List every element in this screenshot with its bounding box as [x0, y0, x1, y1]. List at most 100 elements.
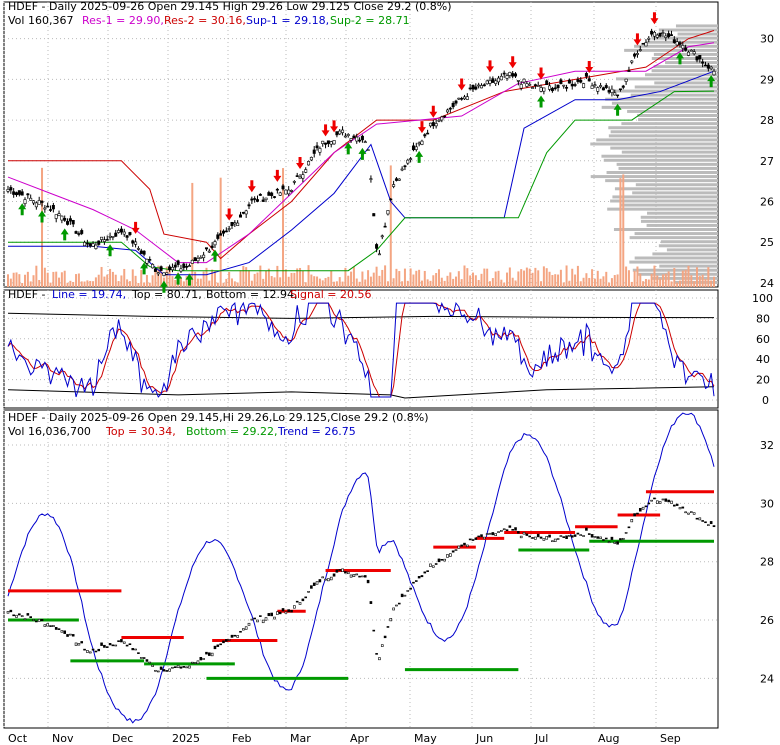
candle-body: [349, 138, 353, 141]
candle-body: [111, 644, 115, 647]
volume-profile-bar: [634, 85, 718, 89]
bottom-line: [7, 386, 715, 399]
candle-body: [216, 234, 220, 239]
x-tick-label: Oct: [8, 732, 28, 745]
volume-bar: [9, 278, 12, 287]
volume-bar: [582, 277, 585, 287]
candle-body: [613, 92, 617, 96]
candle-body: [686, 51, 690, 56]
volume-profile-bar: [601, 105, 718, 109]
volume-bar: [58, 277, 61, 287]
candle-body: [703, 64, 707, 67]
y-tick-label: 0: [762, 394, 769, 407]
volume-bar: [7, 274, 9, 287]
candle-body: [582, 535, 585, 537]
candle-body: [190, 259, 194, 264]
candle-body: [497, 531, 500, 533]
candle-body: [403, 165, 407, 168]
candle-body: [567, 79, 571, 84]
candle-body: [23, 199, 27, 204]
candle-body: [358, 139, 362, 142]
candle-body: [678, 42, 682, 45]
candle-body: [182, 263, 186, 268]
candle-body: [363, 575, 367, 578]
candle-body: [582, 83, 586, 88]
sell-arrow: [429, 105, 438, 118]
candle-body: [437, 558, 441, 563]
volume-profile-bar: [630, 93, 718, 97]
candle-body: [43, 207, 47, 210]
candle-body: [230, 634, 234, 638]
volume-bar: [134, 275, 137, 287]
candle-body: [462, 96, 466, 100]
volume-bar: [358, 281, 361, 287]
volume-bar: [452, 278, 455, 287]
candle-body: [122, 641, 126, 644]
candle-body: [363, 141, 367, 144]
buy-arrow: [210, 249, 219, 262]
candle-body: [256, 619, 259, 623]
candle-body: [380, 644, 384, 647]
candle-body: [573, 534, 577, 537]
candle-body: [480, 534, 483, 538]
volume-bar: [80, 281, 83, 287]
volume-profile-bar: [610, 130, 718, 134]
sell-arrow: [650, 12, 659, 25]
volume-profile-bar: [621, 150, 718, 154]
candle-body: [267, 613, 271, 617]
candle-body: [236, 635, 239, 638]
volume-bar: [143, 282, 146, 287]
volume-bar: [233, 281, 236, 287]
volume-bar: [384, 265, 387, 287]
candle-body: [707, 524, 710, 526]
candle-body: [511, 529, 514, 531]
candle-body: [247, 204, 251, 207]
volume-profile-bar: [601, 154, 718, 158]
sell-arrow: [585, 61, 594, 74]
panel1-sup1-label: Sup-1 = 29.18,: [246, 14, 329, 27]
x-tick-label: 2025: [172, 732, 200, 745]
y-tick-label: 26: [760, 196, 774, 209]
candle-body: [593, 84, 597, 86]
volume-bar: [471, 272, 474, 287]
candle-body: [420, 575, 424, 578]
candle-body: [335, 131, 339, 136]
candle-body: [409, 587, 412, 590]
y-tick-label: 24: [760, 277, 774, 290]
candle-body: [219, 643, 222, 646]
sell-arrow: [225, 208, 234, 221]
candle-body: [559, 535, 563, 537]
candle-body: [661, 498, 665, 501]
candle-body: [709, 521, 713, 525]
candle-body: [151, 264, 155, 269]
x-tick-label: Nov: [52, 732, 74, 745]
volume-bar: [429, 280, 432, 287]
candle-body: [204, 247, 208, 250]
volume-bar: [381, 269, 384, 287]
candle-body: [658, 501, 662, 504]
candle-body: [545, 80, 549, 85]
candle-body: [621, 85, 625, 88]
panel2-top-label: Top = 80.71,: [131, 288, 202, 301]
candle-body: [437, 119, 441, 122]
candle-body: [352, 135, 356, 139]
x-tick-label: May: [414, 732, 437, 745]
candle-body: [29, 616, 32, 619]
candle-body: [596, 87, 600, 92]
volume-profile-bar: [651, 69, 718, 73]
buy-arrow: [174, 272, 183, 285]
candle-body: [344, 571, 347, 574]
volume-bar: [608, 282, 611, 287]
volume-bar: [114, 274, 117, 287]
candle-body: [607, 541, 611, 544]
candle-body: [224, 230, 228, 233]
candle-body: [480, 85, 484, 89]
volume-bar: [94, 277, 97, 287]
candle-body: [644, 42, 648, 47]
candle-body: [273, 616, 276, 620]
volume-bar: [435, 273, 438, 287]
volume-bar: [179, 276, 182, 287]
volume-bar: [483, 268, 486, 287]
candle-body: [375, 244, 379, 249]
